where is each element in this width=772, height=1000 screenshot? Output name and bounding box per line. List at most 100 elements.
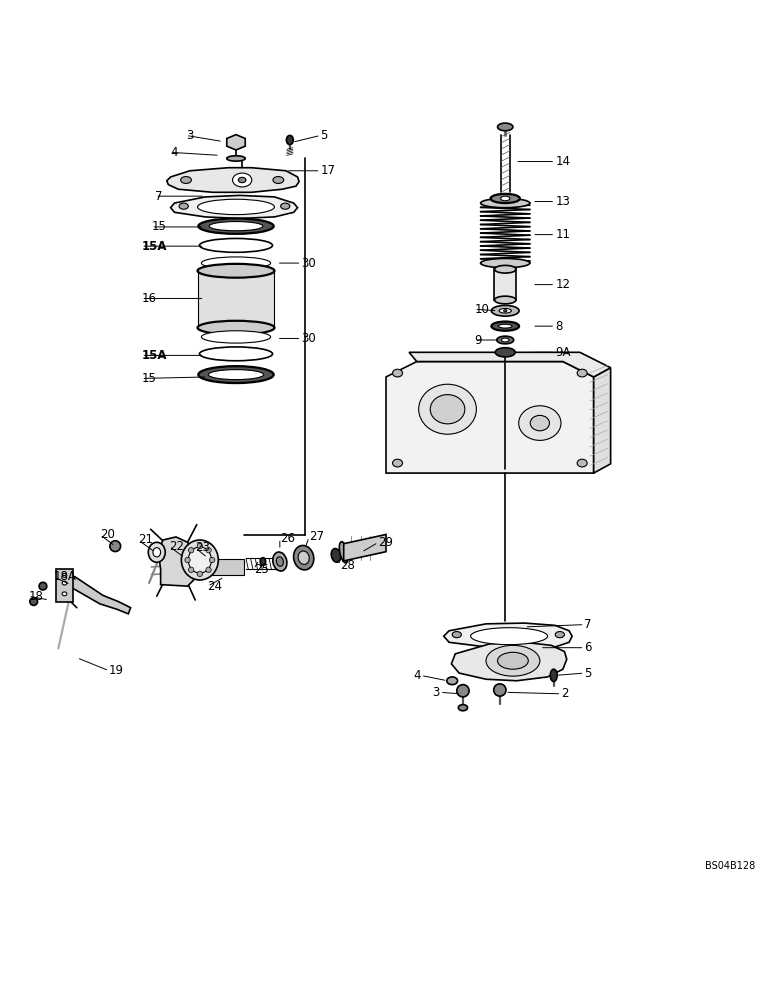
Ellipse shape xyxy=(198,366,274,383)
Ellipse shape xyxy=(447,677,458,685)
Text: 25: 25 xyxy=(254,563,269,576)
Ellipse shape xyxy=(198,218,274,234)
Ellipse shape xyxy=(293,545,313,570)
Ellipse shape xyxy=(227,156,245,161)
Ellipse shape xyxy=(418,384,476,434)
Text: 7: 7 xyxy=(584,618,592,631)
Polygon shape xyxy=(409,352,611,377)
Ellipse shape xyxy=(481,198,530,208)
Ellipse shape xyxy=(198,264,275,278)
Ellipse shape xyxy=(148,542,165,562)
Ellipse shape xyxy=(110,541,120,552)
Ellipse shape xyxy=(39,582,47,590)
Ellipse shape xyxy=(280,203,290,209)
Text: 15: 15 xyxy=(151,220,166,233)
Ellipse shape xyxy=(555,632,564,638)
Ellipse shape xyxy=(495,348,515,357)
Ellipse shape xyxy=(206,567,212,572)
Ellipse shape xyxy=(471,628,547,645)
Ellipse shape xyxy=(197,571,202,577)
Text: 27: 27 xyxy=(309,530,324,543)
Ellipse shape xyxy=(63,581,66,585)
Ellipse shape xyxy=(492,305,519,316)
Text: 22: 22 xyxy=(169,540,184,553)
Text: 3: 3 xyxy=(186,129,193,142)
Ellipse shape xyxy=(273,177,283,183)
Polygon shape xyxy=(344,534,386,561)
Ellipse shape xyxy=(331,549,340,562)
Ellipse shape xyxy=(179,203,188,209)
Text: 24: 24 xyxy=(208,580,222,593)
Text: 15A: 15A xyxy=(141,349,167,362)
Ellipse shape xyxy=(392,459,402,467)
Ellipse shape xyxy=(188,547,212,573)
Ellipse shape xyxy=(63,573,66,577)
Ellipse shape xyxy=(500,196,510,201)
Ellipse shape xyxy=(392,369,402,377)
Polygon shape xyxy=(386,362,594,473)
Bar xyxy=(494,269,516,300)
Ellipse shape xyxy=(201,331,271,343)
Ellipse shape xyxy=(181,540,218,580)
Ellipse shape xyxy=(188,567,194,572)
Ellipse shape xyxy=(430,395,465,424)
Text: 13: 13 xyxy=(555,195,570,208)
Ellipse shape xyxy=(209,557,215,563)
Polygon shape xyxy=(69,577,130,614)
Ellipse shape xyxy=(497,652,528,669)
Bar xyxy=(56,569,73,602)
Ellipse shape xyxy=(459,705,468,711)
Polygon shape xyxy=(594,368,611,473)
Ellipse shape xyxy=(188,548,194,553)
Ellipse shape xyxy=(239,177,246,183)
Ellipse shape xyxy=(497,123,513,131)
Text: 21: 21 xyxy=(138,533,154,546)
Polygon shape xyxy=(158,537,199,586)
Text: 30: 30 xyxy=(301,332,317,345)
Text: 15: 15 xyxy=(141,372,156,385)
Ellipse shape xyxy=(494,296,516,304)
Text: 9A: 9A xyxy=(555,346,571,359)
Bar xyxy=(209,559,244,575)
Ellipse shape xyxy=(276,557,283,566)
Ellipse shape xyxy=(185,557,190,563)
Polygon shape xyxy=(444,623,572,648)
Ellipse shape xyxy=(503,310,506,312)
Text: 4: 4 xyxy=(413,669,421,682)
Text: 30: 30 xyxy=(301,257,317,270)
Text: 18A: 18A xyxy=(54,570,76,583)
Ellipse shape xyxy=(30,598,38,605)
Text: 20: 20 xyxy=(100,528,115,541)
Ellipse shape xyxy=(298,551,310,564)
Ellipse shape xyxy=(232,173,252,187)
Ellipse shape xyxy=(286,135,293,145)
Text: 7: 7 xyxy=(155,190,163,203)
Ellipse shape xyxy=(199,238,273,252)
Ellipse shape xyxy=(494,265,516,273)
Ellipse shape xyxy=(492,322,519,331)
Text: 12: 12 xyxy=(555,278,571,291)
Ellipse shape xyxy=(550,669,557,682)
Ellipse shape xyxy=(209,222,263,231)
Ellipse shape xyxy=(201,257,271,269)
Ellipse shape xyxy=(457,685,469,697)
Text: 11: 11 xyxy=(555,228,571,241)
Ellipse shape xyxy=(493,684,506,696)
Ellipse shape xyxy=(63,592,66,596)
Text: 3: 3 xyxy=(432,686,440,699)
Text: 2: 2 xyxy=(561,687,569,700)
Ellipse shape xyxy=(577,459,587,467)
Ellipse shape xyxy=(481,258,530,268)
Text: 28: 28 xyxy=(340,559,354,572)
Ellipse shape xyxy=(198,321,275,335)
Ellipse shape xyxy=(153,548,161,557)
Polygon shape xyxy=(171,195,297,218)
Ellipse shape xyxy=(496,336,513,344)
Ellipse shape xyxy=(530,415,550,431)
Polygon shape xyxy=(452,642,567,681)
Text: 8: 8 xyxy=(555,320,563,333)
Ellipse shape xyxy=(340,542,348,563)
Text: 19: 19 xyxy=(109,664,124,677)
Text: 16: 16 xyxy=(141,292,157,305)
Text: 29: 29 xyxy=(378,536,393,549)
